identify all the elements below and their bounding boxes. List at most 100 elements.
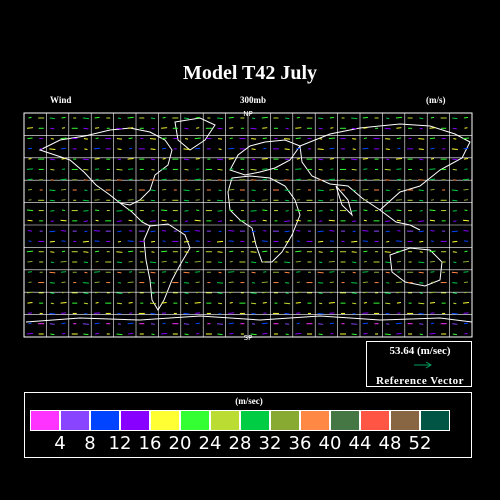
wind-vector bbox=[194, 178, 201, 181]
wind-vector bbox=[251, 179, 257, 181]
wind-vector bbox=[150, 117, 156, 120]
wind-vector bbox=[61, 116, 66, 119]
wind-vector bbox=[129, 230, 133, 232]
wind-vector bbox=[351, 199, 358, 202]
wind-vector bbox=[196, 291, 200, 294]
wind-vector bbox=[82, 199, 89, 202]
wind-vector bbox=[217, 251, 223, 253]
wind-vector bbox=[49, 158, 55, 161]
wind-vector bbox=[397, 312, 401, 314]
wind-vector bbox=[285, 240, 290, 243]
wind-vector bbox=[430, 188, 435, 191]
wind-vector bbox=[352, 220, 357, 222]
wind-vector bbox=[50, 138, 54, 140]
wind-vector bbox=[453, 220, 457, 222]
reference-vector-box: 53.64 (m/sec) Reference Vector bbox=[366, 341, 472, 387]
wind-vector bbox=[60, 188, 67, 191]
wind-vector bbox=[49, 323, 55, 325]
wind-vector bbox=[61, 322, 66, 325]
wind-vector bbox=[262, 178, 267, 181]
wind-vector bbox=[127, 199, 134, 201]
variable-label: Wind bbox=[50, 95, 72, 105]
wind-vector bbox=[60, 137, 67, 140]
wind-vector bbox=[328, 219, 335, 222]
wind-vector bbox=[217, 168, 223, 171]
wind-vector bbox=[28, 322, 32, 325]
wind-vector bbox=[362, 199, 368, 201]
wind-vector bbox=[362, 240, 368, 242]
wind-vector bbox=[26, 332, 34, 335]
legend-tick-label: 32 bbox=[258, 433, 282, 454]
wind-vector bbox=[184, 138, 189, 140]
wind-vector bbox=[330, 291, 334, 294]
wind-vector bbox=[262, 260, 267, 263]
wind-vector bbox=[419, 199, 424, 202]
wind-vector bbox=[351, 282, 358, 284]
wind-vector bbox=[317, 312, 324, 315]
wind-vector bbox=[28, 158, 32, 160]
wind-vector bbox=[128, 219, 133, 222]
wind-vector bbox=[229, 209, 234, 212]
wind-vector bbox=[451, 230, 458, 233]
wind-vector bbox=[284, 230, 290, 233]
wind-vector bbox=[162, 281, 166, 284]
wind-vector bbox=[385, 189, 390, 192]
wind-vector bbox=[284, 189, 290, 192]
wind-vector bbox=[250, 251, 257, 253]
wind-vector bbox=[195, 158, 200, 160]
wind-vector bbox=[395, 281, 402, 284]
wind-vector bbox=[362, 188, 369, 191]
wind-vector bbox=[296, 312, 301, 314]
wind-vector bbox=[116, 220, 122, 222]
wind-vector bbox=[251, 282, 256, 284]
wind-vector bbox=[397, 147, 401, 150]
wind-vector bbox=[318, 282, 324, 284]
wind-vector bbox=[218, 148, 222, 150]
wind-vector bbox=[430, 312, 435, 314]
wind-vector bbox=[396, 291, 402, 294]
wind-vector bbox=[217, 323, 224, 325]
wind-vector bbox=[183, 230, 190, 233]
wind-vector bbox=[128, 127, 134, 129]
wind-vector bbox=[463, 240, 469, 242]
wind-vector bbox=[464, 332, 468, 335]
wind-vector bbox=[116, 251, 123, 253]
wind-vector bbox=[117, 271, 122, 274]
wind-vector bbox=[183, 323, 190, 325]
wind-vector bbox=[363, 291, 368, 294]
wind-vector bbox=[127, 116, 134, 119]
wind-vector bbox=[162, 116, 166, 119]
wind-vector bbox=[284, 138, 291, 140]
legend-ticks: 4 8 12 16 20 24 28 32 36 40 44 48 52 bbox=[30, 433, 470, 455]
wind-vector bbox=[318, 333, 323, 336]
wind-vector bbox=[463, 116, 469, 119]
legend-tick-label: 36 bbox=[288, 433, 312, 454]
wind-vector bbox=[251, 199, 256, 202]
wind-vector bbox=[161, 168, 168, 170]
legend-swatch bbox=[90, 410, 120, 431]
wind-vector bbox=[229, 127, 234, 129]
wind-vector bbox=[151, 168, 155, 171]
wind-vector bbox=[61, 291, 66, 294]
wind-vector bbox=[83, 179, 88, 181]
wind-vector bbox=[295, 168, 302, 170]
wind-vector bbox=[351, 127, 357, 130]
wind-vector bbox=[217, 282, 224, 284]
wind-vector bbox=[386, 158, 390, 161]
wind-vector bbox=[251, 230, 256, 233]
wind-vector bbox=[463, 147, 469, 150]
wind-vector bbox=[195, 199, 200, 201]
wind-vector bbox=[396, 260, 401, 263]
wind-vectors bbox=[26, 116, 470, 336]
wind-vector bbox=[419, 240, 424, 243]
legend-tick-label: 16 bbox=[138, 433, 162, 454]
wind-vector bbox=[229, 302, 233, 304]
wind-vector bbox=[95, 291, 100, 294]
wind-vector bbox=[318, 292, 323, 294]
wind-vector bbox=[363, 137, 367, 140]
wind-vector bbox=[161, 219, 167, 222]
legend-swatch bbox=[390, 410, 420, 431]
wind-vector bbox=[263, 147, 267, 150]
wind-vector bbox=[184, 302, 189, 305]
wind-vector bbox=[453, 138, 457, 140]
